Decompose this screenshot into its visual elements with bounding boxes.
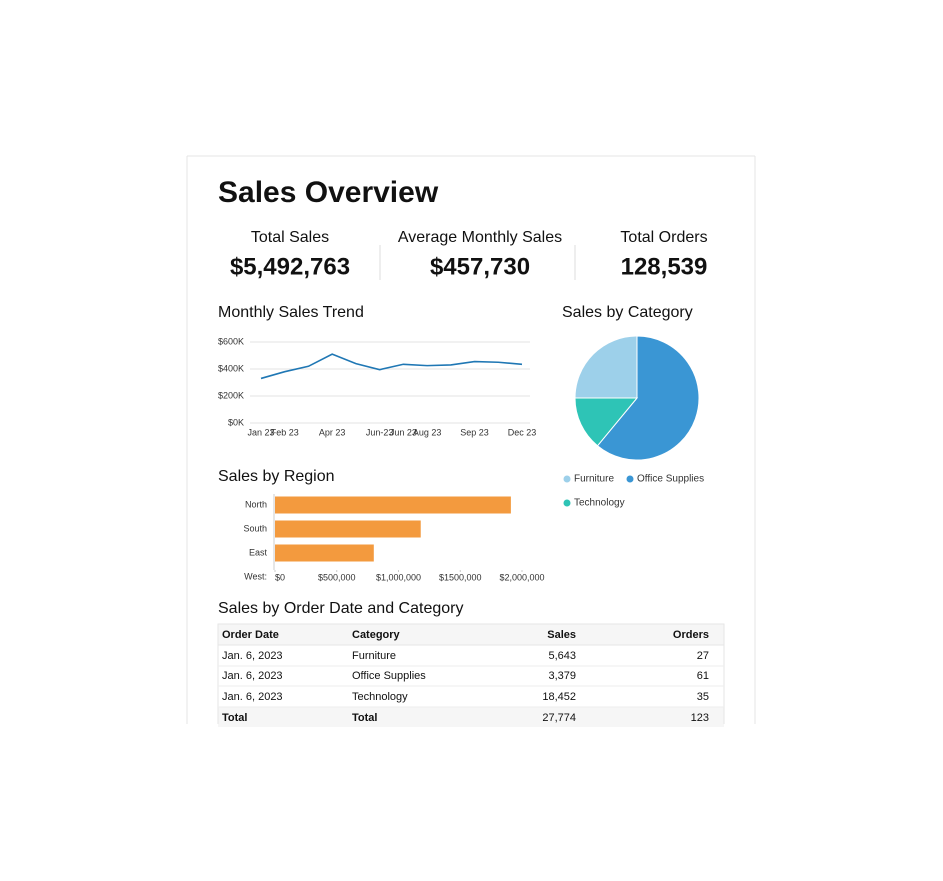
kpi-label: Total Sales [251, 229, 329, 246]
table-cell: 61 [697, 670, 709, 682]
table-title: Sales by Order Date and Category [218, 600, 463, 617]
legend-swatch [563, 499, 571, 507]
page-title: Sales Overview [218, 176, 439, 209]
x-tick-label: Sep 23 [460, 427, 489, 437]
x-tick-label: Apr 23 [319, 427, 346, 437]
legend-swatch [563, 475, 571, 483]
table-cell: Office Supplies [352, 670, 426, 682]
table-cell: Jan. 6, 2023 [222, 691, 283, 703]
legend-swatch [626, 475, 634, 483]
x-tick-label: Jun 23 [390, 427, 417, 437]
x-tick-label: Dec 23 [508, 427, 537, 437]
x-tick-label: Jan 23 [247, 427, 274, 437]
table-cell: 35 [697, 691, 709, 703]
x-tick-label: $500,000 [318, 572, 356, 582]
trend-line [260, 353, 523, 380]
table-cell: 3,379 [548, 670, 576, 682]
bar [275, 520, 421, 538]
x-tick-label: $2,000,000 [499, 572, 544, 582]
y-tick-label: $200K [218, 390, 244, 400]
y-tick-label: East [249, 547, 268, 557]
x-tick-label: $0 [275, 572, 285, 582]
content: Total Sales $5,492,763 Average Monthly Sal… [217, 229, 725, 727]
y-tick-label: West: [244, 571, 267, 581]
column-header: Orders [673, 629, 709, 641]
bar [275, 496, 511, 514]
chart-title: Monthly Sales Trend [218, 304, 364, 321]
total-cell: Total [352, 712, 377, 724]
pie-slice [596, 335, 700, 461]
table-cell: Technology [352, 691, 408, 703]
column-header: Sales [547, 629, 576, 641]
x-tick-label: $1,000,000 [376, 572, 421, 582]
column-header: Category [352, 629, 401, 641]
x-tick-label: Aug 23 [413, 427, 442, 437]
legend-label: Furniture [574, 474, 614, 485]
kpi-value: 128,539 [621, 253, 708, 280]
table-total-bg [218, 707, 724, 727]
chart-title: Sales by Category [562, 304, 693, 321]
total-cell: 27,774 [542, 712, 576, 724]
total-cell: Total [222, 712, 247, 724]
kpi-value: $5,492,763 [230, 253, 350, 280]
y-tick-label: North [245, 499, 267, 509]
y-tick-label: $400K [218, 363, 244, 373]
column-header: Order Date [222, 629, 279, 641]
legend-label: Office Supplies [637, 474, 704, 485]
table-cell: Jan. 6, 2023 [222, 670, 283, 682]
y-tick-label: $0K [228, 417, 244, 427]
legend-label: Technology [574, 498, 625, 509]
table-header-bg [217, 623, 725, 646]
chart-title: Sales by Region [218, 468, 335, 485]
total-cell: 123 [691, 712, 709, 724]
table-cell: Jan. 6, 2023 [222, 650, 283, 662]
y-tick-label: South [243, 523, 267, 533]
table-cell: 5,643 [548, 650, 576, 662]
kpi-label: Total Orders [620, 229, 707, 246]
kpi-label: Average Monthly Sales [398, 229, 562, 246]
table-cell: 27 [697, 650, 709, 662]
x-tick-label: Feb 23 [271, 427, 299, 437]
bar [275, 544, 374, 562]
pie-slice [574, 397, 639, 447]
table-cell: Furniture [352, 650, 396, 662]
pie-slice [574, 335, 638, 399]
x-tick-label: $1500,000 [439, 572, 482, 582]
table-cell: 18,452 [542, 691, 576, 703]
y-tick-label: $600K [218, 336, 244, 346]
kpi-value: $457,730 [430, 253, 530, 280]
x-tick-label: Jun-23 [366, 427, 394, 437]
